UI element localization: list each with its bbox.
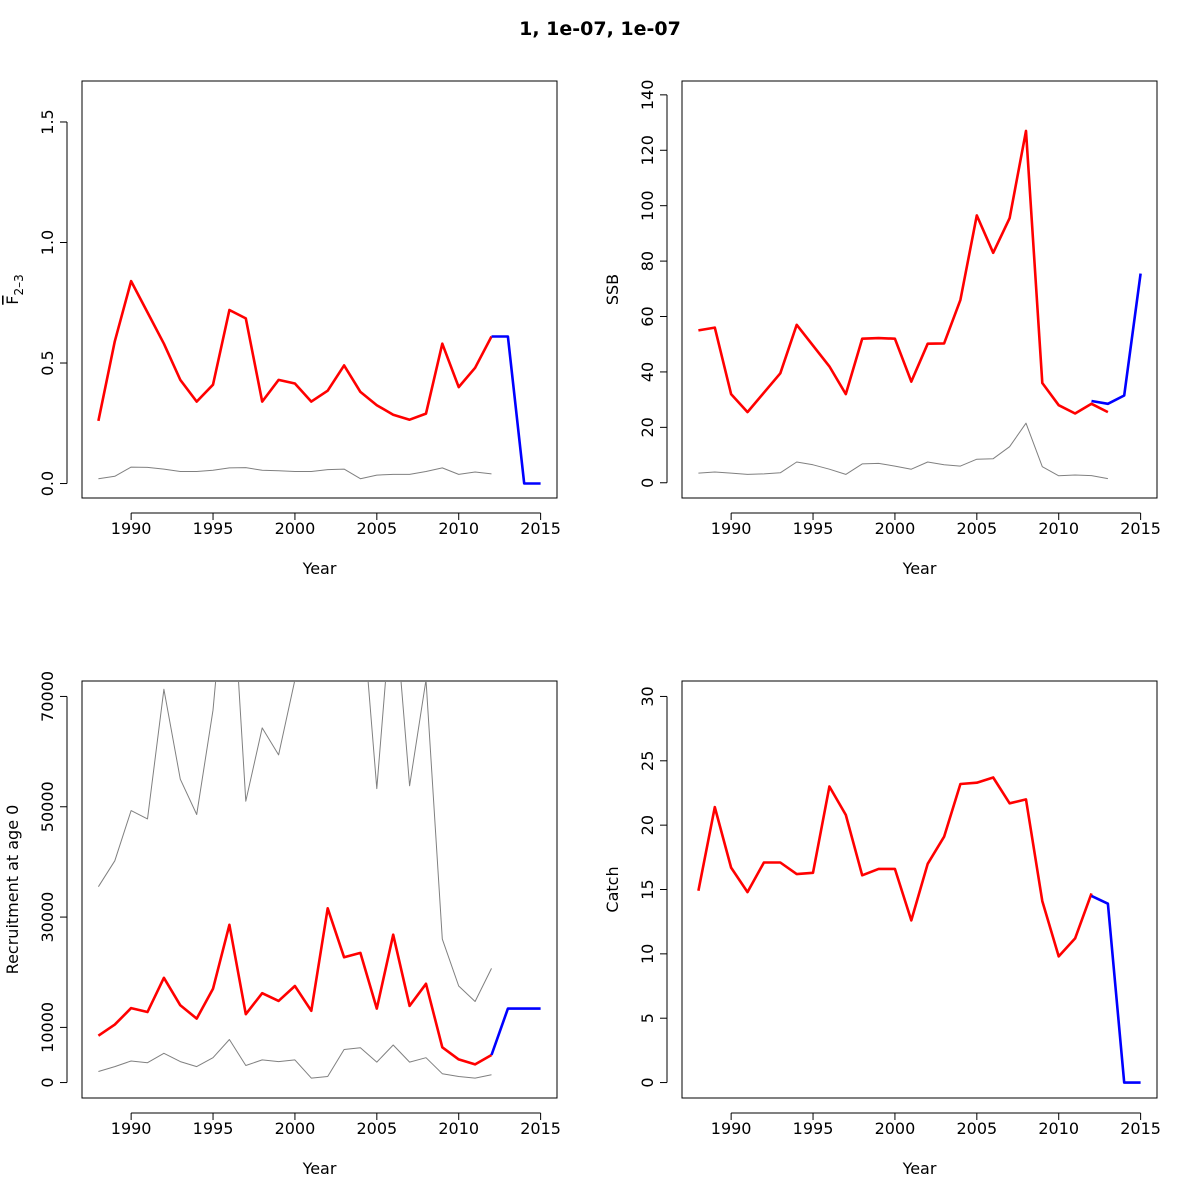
- estimate-line-1: [697, 776, 1093, 958]
- bounds-line-3: [698, 422, 1108, 480]
- estimate-line-1: [97, 279, 493, 422]
- x-tick-label: 2015: [1120, 1119, 1161, 1138]
- y-axis-title: Catch: [603, 866, 622, 912]
- x-axis: 1990 1995 2000 2005 2010 2015 Year: [111, 1112, 561, 1178]
- bounds-line-3: [98, 466, 492, 480]
- x-axis-title: Year: [302, 559, 337, 578]
- y-tick-label: 0: [638, 478, 657, 488]
- y-tick-label: 120: [638, 135, 657, 166]
- panel-4: 1990 1995 2000 2005 2010 2015 Year 0 5 10 15 20 25 30…: [603, 680, 1161, 1178]
- y-tick-label: 70000: [38, 671, 57, 722]
- y-tick-label: 40: [638, 362, 657, 382]
- y-tick-label: 5: [638, 1013, 657, 1023]
- y-tick-label: 1.0: [38, 230, 57, 255]
- x-tick-label: 2010: [1038, 1119, 1079, 1138]
- y-tick-label: 0.5: [38, 350, 57, 375]
- x-tick-label: 1995: [793, 519, 834, 538]
- x-tick-label: 1990: [111, 1119, 152, 1138]
- x-tick-label: 1995: [793, 1119, 834, 1138]
- y-axis: 0 10000 30000 50000 70000 Recruitment at age …: [3, 671, 68, 1088]
- x-axis-title: Year: [902, 1159, 937, 1178]
- projection-line-2: [1091, 273, 1142, 406]
- y-tick-label: 10: [638, 944, 657, 964]
- x-tick-label: 2005: [356, 519, 397, 538]
- x-axis-title: Year: [902, 559, 937, 578]
- plot-frame: [681, 80, 1158, 499]
- panel-3: 1990 1995 2000 2005 2010 2015 Year 0 10000 30000 5…: [3, 671, 561, 1178]
- y-tick-label: 30: [638, 686, 657, 706]
- x-tick-label: 2000: [275, 519, 316, 538]
- y-tick-label: 25: [638, 751, 657, 771]
- x-tick-label: 1995: [193, 1119, 234, 1138]
- y-tick-label: 20: [638, 417, 657, 437]
- x-axis: 1990 1995 2000 2005 2010 2015 Year: [711, 1112, 1161, 1178]
- y-tick-label: 30000: [38, 892, 57, 943]
- x-tick-label: 2010: [438, 1119, 479, 1138]
- y-axis: 0 5 10 15 20 25 30 Catch: [603, 686, 668, 1088]
- y-axis: 0.0 0.5 1.0 1.5 F2–3: [3, 109, 68, 496]
- y-tick-label: 0.0: [38, 471, 57, 496]
- x-tick-label: 1990: [111, 519, 152, 538]
- x-tick-label: 2015: [520, 1119, 561, 1138]
- x-tick-label: 2010: [438, 519, 479, 538]
- plot-frame: [81, 680, 558, 1099]
- x-tick-label: 2005: [956, 1119, 997, 1138]
- y-tick-label: 20: [638, 815, 657, 835]
- x-tick-label: 1995: [193, 519, 234, 538]
- estimate-line-1: [698, 129, 1109, 415]
- y-tick-label: 50000: [38, 781, 57, 832]
- x-axis: 1990 1995 2000 2005 2010 2015 Year: [711, 512, 1161, 578]
- x-axis-title: Year: [302, 1159, 337, 1178]
- y-tick-label: 15: [638, 879, 657, 899]
- projection-line-2: [491, 335, 541, 485]
- bounds-line-3: [97, 681, 492, 1002]
- bounds-line-4: [98, 1039, 492, 1079]
- page-title: 1, 1e-07, 1e-07: [519, 18, 681, 40]
- x-tick-label: 2000: [275, 1119, 316, 1138]
- x-tick-label: 1990: [711, 519, 752, 538]
- estimate-line-1: [97, 907, 493, 1066]
- panel-2: 1990 1995 2000 2005 2010 2015 Year 0 20 40 60 80 100…: [603, 80, 1161, 578]
- y-tick-label: 1.5: [38, 109, 57, 134]
- x-axis: 1990 1995 2000 2005 2010 2015 Year: [111, 512, 561, 578]
- y-tick-label: 100: [638, 190, 657, 221]
- y-axis-title: SSB: [603, 274, 622, 305]
- y-tick-label: 140: [638, 80, 657, 111]
- x-tick-label: 2015: [1120, 519, 1161, 538]
- y-tick-label: 80: [638, 251, 657, 271]
- y-tick-label: 0: [638, 1077, 657, 1087]
- x-tick-label: 2000: [875, 519, 916, 538]
- projection-line-2: [490, 1007, 541, 1056]
- x-tick-label: 1990: [711, 1119, 752, 1138]
- x-tick-label: 2010: [1038, 519, 1079, 538]
- plot-frame: [81, 80, 558, 499]
- y-axis: 0 20 40 60 80 100 120 140 SSB: [603, 80, 668, 488]
- plot-frame: [681, 680, 1158, 1099]
- x-tick-label: 2005: [356, 1119, 397, 1138]
- y-axis-title: Recruitment at age 0: [3, 805, 22, 975]
- x-tick-label: 2015: [520, 519, 561, 538]
- y-tick-label: 60: [638, 306, 657, 326]
- y-tick-label: 10000: [38, 1002, 57, 1053]
- y-axis-title: F2–3: [3, 274, 26, 304]
- x-tick-label: 2005: [956, 519, 997, 538]
- y-tick-label: 0: [38, 1077, 57, 1087]
- x-tick-label: 2000: [875, 1119, 916, 1138]
- projection-line-2: [1090, 894, 1141, 1084]
- panel-1: 1990 1995 2000 2005 2010 2015 Year 0.0 0.5 1.0 1.5…: [3, 80, 561, 578]
